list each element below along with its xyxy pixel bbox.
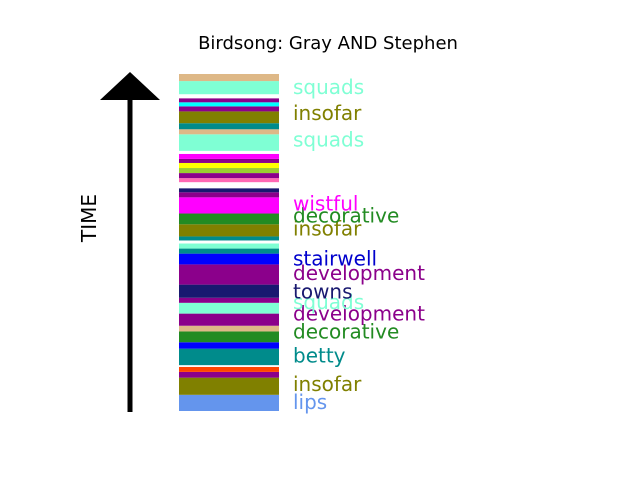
- band-segment: [179, 371, 279, 378]
- band-segment: [179, 331, 279, 343]
- band-label: decorative: [293, 319, 399, 343]
- band-segment: [179, 325, 279, 332]
- band-segment: [179, 197, 279, 214]
- band-segment: [179, 213, 279, 225]
- band-segment: [179, 284, 279, 298]
- band-segment: [179, 248, 279, 254]
- band-segment: [179, 297, 279, 303]
- band-segment: [179, 302, 279, 314]
- band-segment: [179, 313, 279, 326]
- band-segment: [179, 192, 279, 198]
- band-segment: [179, 94, 279, 99]
- band-label: insofar: [293, 372, 362, 396]
- band-label: towns: [293, 280, 353, 304]
- band-label: betty: [293, 343, 346, 367]
- band-segment: [179, 253, 279, 265]
- band-segment: [179, 178, 279, 183]
- band-label: stairwell: [293, 246, 377, 270]
- band-segment: [179, 348, 279, 366]
- band-segment: [179, 243, 279, 249]
- band-label: lips: [293, 390, 327, 414]
- band-segment: [179, 111, 279, 124]
- band-segment: [179, 168, 279, 174]
- band-segment: [179, 134, 279, 151]
- band-segment: [179, 224, 279, 237]
- band-segment: [179, 98, 279, 103]
- band-segment: [179, 106, 279, 112]
- band-segment: [179, 188, 279, 193]
- band-label: insofar: [293, 216, 362, 240]
- band-label: wistful: [293, 191, 358, 215]
- band-segment: [179, 150, 279, 154]
- band-segment: [179, 173, 279, 179]
- band-label: development: [293, 261, 425, 285]
- band-segment: [179, 158, 279, 163]
- band-label: development: [293, 302, 425, 326]
- band-segment: [179, 162, 279, 169]
- y-axis-label: TIME: [77, 194, 101, 243]
- band-segment: [179, 240, 279, 244]
- band-segments: [179, 74, 279, 411]
- band-label: squads: [293, 127, 364, 151]
- band-label: squads: [293, 290, 364, 314]
- band-segment: [179, 182, 279, 189]
- band-label: insofar: [293, 101, 362, 125]
- band-segment: [179, 394, 279, 411]
- band-segment: [179, 342, 279, 349]
- band-segment: [179, 366, 279, 372]
- band-segment: [179, 377, 279, 395]
- time-arrow-head: [100, 72, 160, 100]
- band-segment: [179, 153, 279, 159]
- band-labels: lipsinsofarbettydecorativedevelopmentsqu…: [293, 75, 425, 414]
- band-segment: [179, 129, 279, 135]
- band-segment: [179, 102, 279, 107]
- band-label: decorative: [293, 204, 399, 228]
- chart-title: Birdsong: Gray AND Stephen: [198, 33, 458, 54]
- band-segment: [179, 123, 279, 130]
- band-segment: [179, 74, 279, 82]
- band-label: squads: [293, 75, 364, 99]
- band-segment: [179, 81, 279, 95]
- band-segment: [179, 365, 279, 367]
- band-segment: [179, 236, 279, 241]
- band-segment: [179, 264, 279, 285]
